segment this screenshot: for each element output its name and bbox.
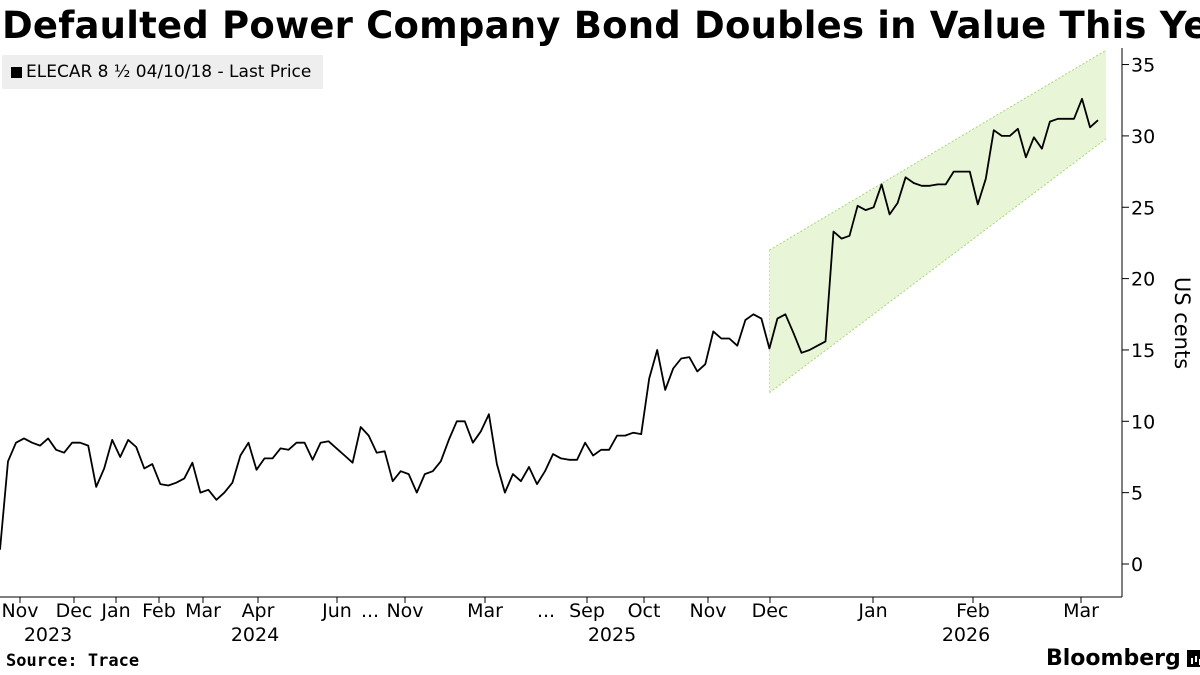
series-layer [0,97,1099,550]
x-tick-label: Dec [752,600,789,622]
terminal-icon [1186,650,1200,667]
x-year-label: 2024 [231,624,279,646]
y-axis-labels: 0 5 10 15 20 25 30 35 US cents [1131,55,1194,576]
legend-swatch-icon [11,66,22,78]
x-axis-break-label: ... [361,600,379,622]
y-axis-title: US cents [1170,277,1194,369]
legend: ELECAR 8 ½ 04/10/18 - Last Price [2,55,323,89]
series-line-elecar [0,97,1099,550]
x-tick-label: Feb [956,600,990,622]
x-tick-label: Oct [628,600,661,622]
brand-logo: Bloomberg [1046,646,1200,671]
x-tick-label: Nov [386,600,423,622]
x-tick-label: Jan [857,600,887,622]
x-year-label: 2025 [588,624,636,646]
x-tick-label: Nov [689,600,726,622]
x-tick-label: Jan [100,600,130,622]
chart-title: Defaulted Power Company Bond Doubles in … [2,4,1200,47]
y-tick-label: 30 [1131,126,1155,148]
source-note: Source: Trace [6,651,140,671]
x-year-label: 2023 [24,624,72,646]
brand-name: Bloomberg [1046,646,1181,671]
x-tick-label: Nov [1,600,38,622]
x-tick-label: Apr [242,600,275,622]
y-tick-label: 35 [1131,55,1155,77]
x-tick-label: Jun [321,600,352,622]
trend-channel [768,49,1107,394]
x-tick-label: Dec [56,600,93,622]
axes [0,48,1129,603]
trend-channel-fill [769,50,1107,393]
y-tick-label: 5 [1131,483,1143,505]
x-tick-label: Feb [142,600,176,622]
x-tick-label: Mar [185,600,221,622]
y-tick-label: 10 [1131,411,1155,433]
y-tick-label: 20 [1131,269,1155,291]
x-tick-label: Mar [467,600,503,622]
legend-label: ELECAR 8 ½ 04/10/18 - Last Price [26,62,312,82]
y-tick-label: 0 [1131,554,1143,576]
x-year-label: 2026 [942,624,990,646]
y-tick-label: 15 [1131,340,1155,362]
y-tick-label: 25 [1131,197,1155,219]
x-tick-label: Mar [1063,600,1099,622]
x-axis-break-label: ... [537,600,555,622]
trend-channel-upper-edge [769,49,1107,251]
x-tick-label: Sep [569,600,605,622]
